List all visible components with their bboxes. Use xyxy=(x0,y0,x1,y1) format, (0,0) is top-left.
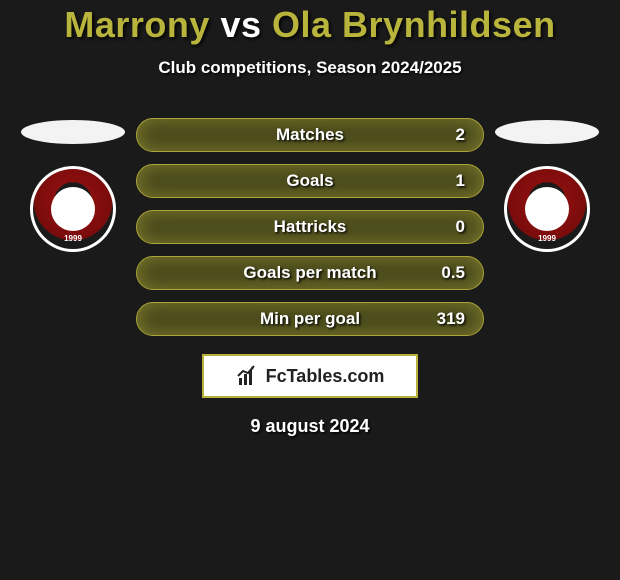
player2-avatar-placeholder xyxy=(495,120,599,144)
player1-name: Marrony xyxy=(64,4,210,45)
chart-icon xyxy=(236,364,260,388)
club-logo-icon xyxy=(55,191,91,227)
stats-area: 1999 Matches 2 Goals 1 Hattricks 0 Goals… xyxy=(0,118,620,336)
stat-label: Goals xyxy=(286,171,333,191)
stat-label: Matches xyxy=(276,125,344,145)
stat-rows: Matches 2 Goals 1 Hattricks 0 Goals per … xyxy=(136,118,484,336)
left-player-col: 1999 xyxy=(18,118,128,252)
player1-avatar-placeholder xyxy=(21,120,125,144)
stat-label: Hattricks xyxy=(274,217,347,237)
player2-name: Ola Brynhildsen xyxy=(272,4,556,45)
stat-value: 0 xyxy=(456,217,465,237)
stat-label: Goals per match xyxy=(243,263,376,283)
stat-value: 2 xyxy=(456,125,465,145)
player1-club-badge: 1999 xyxy=(30,166,116,252)
date-label: 9 august 2024 xyxy=(0,416,620,437)
right-player-col: 1999 xyxy=(492,118,602,252)
brand-attribution[interactable]: FcTables.com xyxy=(202,354,418,398)
stat-value: 0.5 xyxy=(441,263,465,283)
subtitle: Club competitions, Season 2024/2025 xyxy=(0,58,620,78)
stat-row-goals-per-match: Goals per match 0.5 xyxy=(136,256,484,290)
stat-row-goals: Goals 1 xyxy=(136,164,484,198)
brand-name: FcTables.com xyxy=(266,366,385,387)
vs-label: vs xyxy=(220,4,261,45)
stat-row-matches: Matches 2 xyxy=(136,118,484,152)
page-title: Marrony vs Ola Brynhildsen xyxy=(0,4,620,46)
comparison-card: Marrony vs Ola Brynhildsen Club competit… xyxy=(0,0,620,437)
stat-label: Min per goal xyxy=(260,309,360,329)
club-year: 1999 xyxy=(64,234,82,243)
stat-row-hattricks: Hattricks 0 xyxy=(136,210,484,244)
club-year: 1999 xyxy=(538,234,556,243)
stat-value: 319 xyxy=(437,309,465,329)
player2-club-badge: 1999 xyxy=(504,166,590,252)
club-logo-icon xyxy=(529,191,565,227)
stat-row-min-per-goal: Min per goal 319 xyxy=(136,302,484,336)
stat-value: 1 xyxy=(456,171,465,191)
